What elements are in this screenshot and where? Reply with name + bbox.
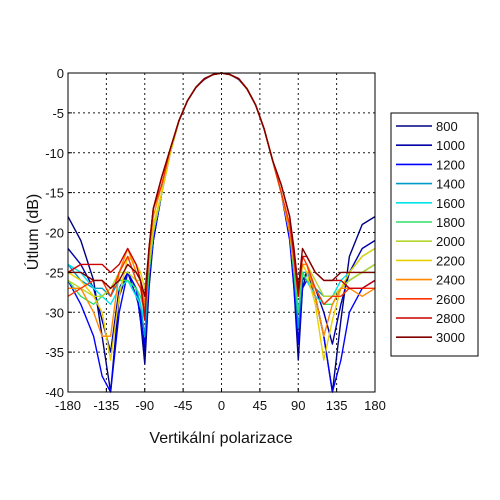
legend-label: 1400	[436, 177, 465, 192]
legend-label: 2600	[436, 292, 465, 307]
legend-label: 1600	[436, 196, 465, 211]
legend-label: 2800	[436, 311, 465, 326]
y-tick-label: -15	[45, 186, 64, 201]
x-tick-label: -135	[93, 398, 119, 413]
x-tick-label: 135	[326, 398, 348, 413]
y-axis-title: Útlum (dB)	[23, 194, 42, 270]
legend-label: 3000	[436, 330, 465, 345]
y-tick-label: 0	[57, 66, 64, 81]
x-tick-label: 180	[364, 398, 386, 413]
legend-label: 1200	[436, 157, 465, 172]
legend-label: 2000	[436, 234, 465, 249]
legend-box	[390, 112, 479, 357]
x-tick-label: 0	[218, 398, 225, 413]
legend-label: 1800	[436, 215, 465, 230]
x-tick-label: -90	[135, 398, 154, 413]
legend-label: 2400	[436, 273, 465, 288]
y-tick-label: -40	[45, 385, 64, 400]
x-tick-label: -180	[55, 398, 81, 413]
y-tick-label: -20	[45, 226, 64, 241]
legend-label: 2200	[436, 253, 465, 268]
axis-ticks: -180 -135 -90 -45 0 45 90 135 180 0 -5 -10 -15 -20 -25…	[45, 66, 386, 413]
x-tick-label: -45	[174, 398, 193, 413]
y-tick-label: -30	[45, 305, 64, 320]
x-tick-label: 90	[291, 398, 305, 413]
y-tick-label: -25	[45, 265, 64, 280]
legend: 800 1000 1200 1400 1600 1800 2000 2200 2400 2600 2…	[390, 112, 479, 357]
x-tick-label: 45	[253, 398, 267, 413]
y-tick-label: -10	[45, 146, 64, 161]
y-tick-label: -5	[52, 106, 64, 121]
legend-label: 800	[436, 119, 458, 134]
x-axis-title: Vertikální polarizace	[149, 430, 292, 447]
legend-label: 1000	[436, 138, 465, 153]
y-tick-label: -35	[45, 345, 64, 360]
